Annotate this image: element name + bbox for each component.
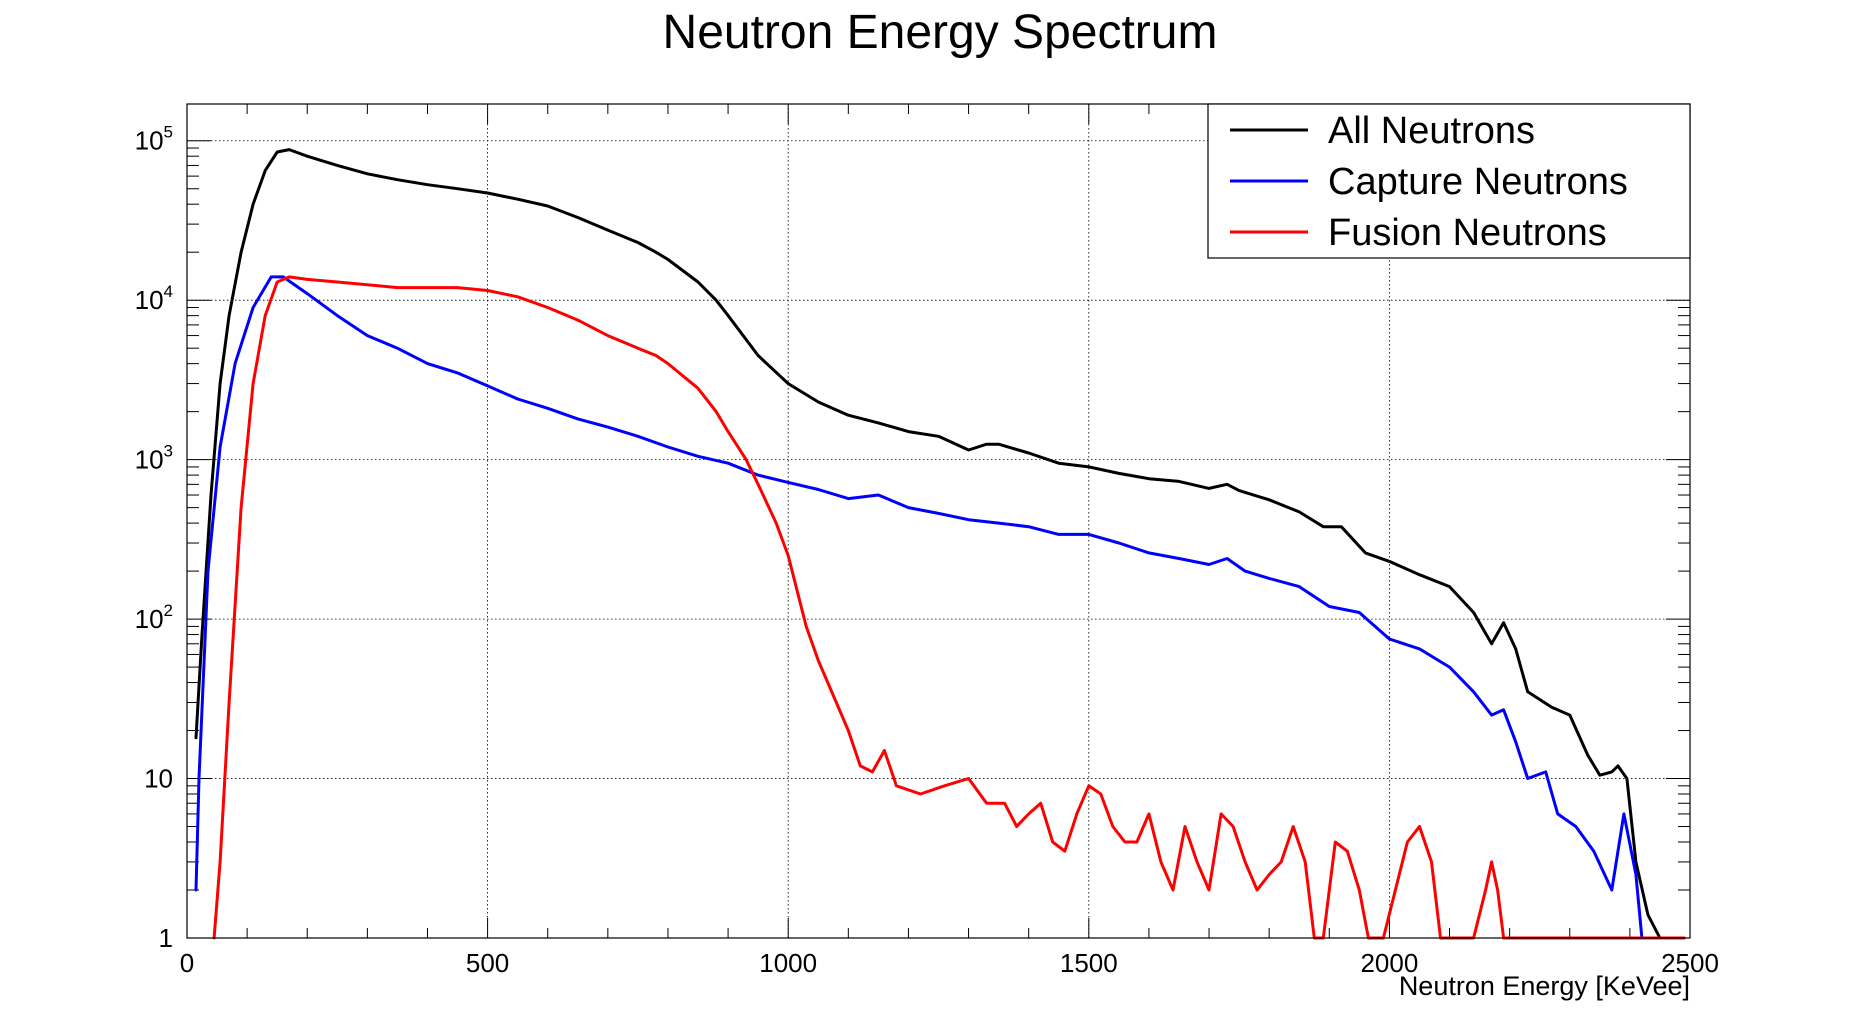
y-tick-base: 10: [135, 445, 164, 475]
y-tick-base: 10: [135, 126, 164, 156]
series-lines: [194, 148, 1686, 940]
x-tick-label: 2500: [1661, 948, 1719, 978]
series-line-all-neutrons: [194, 148, 1686, 940]
legend: All Neutrons Capture Neutrons Fusion Neutr…: [1207, 103, 1691, 259]
x-tick-label: 2000: [1360, 948, 1418, 978]
y-tick-label: 102: [135, 601, 173, 634]
y-tick-base: 10: [135, 604, 164, 634]
chart-title: Neutron Energy Spectrum: [663, 6, 1218, 59]
y-tick-exponent: 4: [164, 282, 173, 301]
y-tick-label: 10: [144, 764, 173, 794]
y-tick-base: 1: [159, 923, 173, 953]
y-tick-label: 105: [135, 123, 173, 156]
plot-frame: [186, 103, 1691, 939]
legend-label: Fusion Neutrons: [1328, 212, 1607, 254]
legend-label: Capture Neutrons: [1328, 161, 1628, 203]
y-tick-label: 1: [159, 923, 173, 953]
x-axis-label: Neutron Energy [KeVee]: [1399, 971, 1690, 1001]
legend-label: All Neutrons: [1328, 110, 1535, 152]
y-tick-exponent: 2: [164, 601, 173, 620]
series-line-capture-neutrons: [194, 275, 1644, 940]
x-tick-label: 500: [466, 948, 509, 978]
legend-items: All Neutrons Capture Neutrons Fusion Neutr…: [1230, 110, 1628, 254]
y-tick-base: 10: [135, 285, 164, 315]
x-tick-label: 1500: [1060, 948, 1118, 978]
series-line-fusion-neutrons: [212, 275, 1686, 940]
y-tick-label: 104: [135, 282, 173, 315]
y-tick-exponent: 3: [164, 442, 173, 461]
y-tick-exponent: 5: [164, 123, 173, 142]
x-tick-label: 1000: [759, 948, 817, 978]
x-tick-label: 0: [180, 948, 194, 978]
x-tick-labels: 0 500 1000 1500 2000 2500: [180, 948, 1719, 978]
y-tick-label: 103: [135, 442, 173, 475]
y-tick-base: 10: [144, 764, 173, 794]
